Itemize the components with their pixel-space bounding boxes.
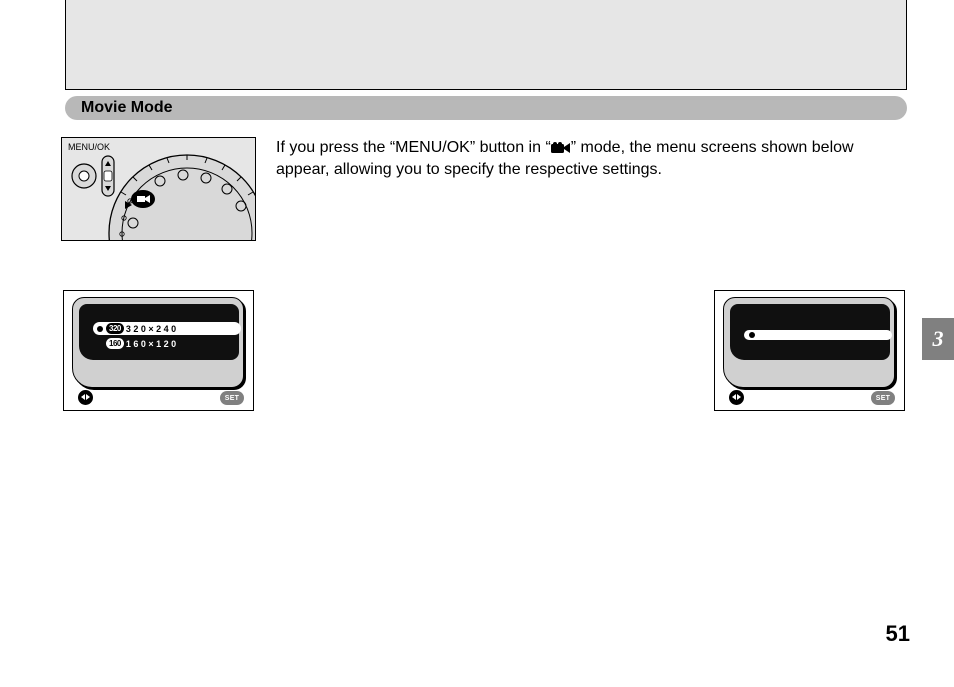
lcd-display bbox=[730, 304, 890, 360]
nav-arrows-icon bbox=[729, 390, 744, 405]
intro-paragraph: If you press the “MENU/OK” button in “” … bbox=[276, 137, 906, 180]
lcd-frame bbox=[723, 297, 895, 388]
menu-row-single bbox=[744, 330, 892, 340]
res-160: 160×120 bbox=[126, 339, 179, 349]
chapter-number: 3 bbox=[933, 326, 944, 352]
badge-320: 320 bbox=[106, 323, 124, 334]
set-button-label: SET bbox=[220, 391, 244, 405]
intro-text-1: If you press the “MENU/OK” button in “ bbox=[276, 139, 551, 156]
menu-screen-resolution: 320 320×240 160 160×120 SET bbox=[63, 290, 254, 411]
badge-160: 160 bbox=[106, 338, 124, 349]
lcd-display: 320 320×240 160 160×120 bbox=[79, 304, 239, 360]
mode-dial-svg: MENU/OK bbox=[62, 138, 256, 241]
res-320: 320×240 bbox=[126, 324, 179, 334]
lcd-frame: 320 320×240 160 160×120 bbox=[72, 297, 244, 388]
selected-dot bbox=[749, 332, 755, 338]
set-button-label: SET bbox=[871, 391, 895, 405]
chapter-thumb-tab: 3 bbox=[922, 318, 954, 360]
menu-ok-label: MENU/OK bbox=[68, 142, 110, 152]
menu-row-320: 320 320×240 bbox=[93, 322, 241, 335]
selected-dot bbox=[97, 326, 103, 332]
movie-mode-icon bbox=[551, 142, 571, 154]
section-title: Movie Mode bbox=[81, 99, 173, 117]
menu-row-160: 160 160×120 bbox=[93, 337, 241, 350]
nav-arrows-icon bbox=[78, 390, 93, 405]
section-header: Movie Mode bbox=[65, 96, 907, 120]
mode-dial-illustration: MENU/OK bbox=[61, 137, 256, 241]
page-number: 51 bbox=[886, 621, 910, 647]
top-blank-panel bbox=[65, 0, 907, 90]
menu-screen-setup: SET bbox=[714, 290, 905, 411]
